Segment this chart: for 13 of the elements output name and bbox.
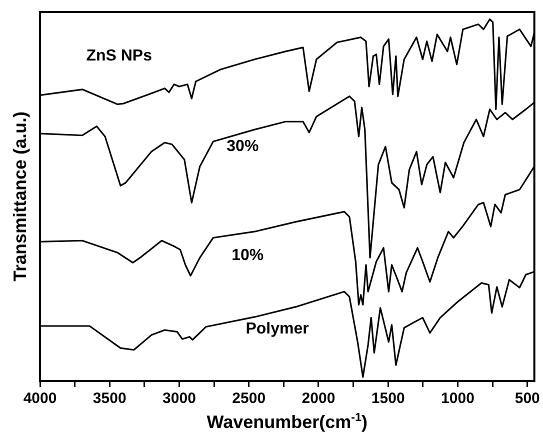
series-label: 30% [226,138,259,156]
x-tick-label: 1000 [441,390,474,408]
series-label: Polymer [246,320,309,338]
x-tick-label: 2500 [232,390,266,408]
series-label: ZnS NPs [86,48,152,65]
x-tick-label: 4000 [23,390,57,408]
x-tick-label: 2000 [302,390,336,408]
series-label: 10% [232,246,264,264]
x-tick-label: 3000 [162,390,196,408]
x-tick-label: 500 [514,390,540,408]
x-tick-label: 3500 [92,390,126,408]
y-axis-title: Transmittance (a.u.) [10,111,30,282]
x-tick-label: 1500 [371,390,405,408]
